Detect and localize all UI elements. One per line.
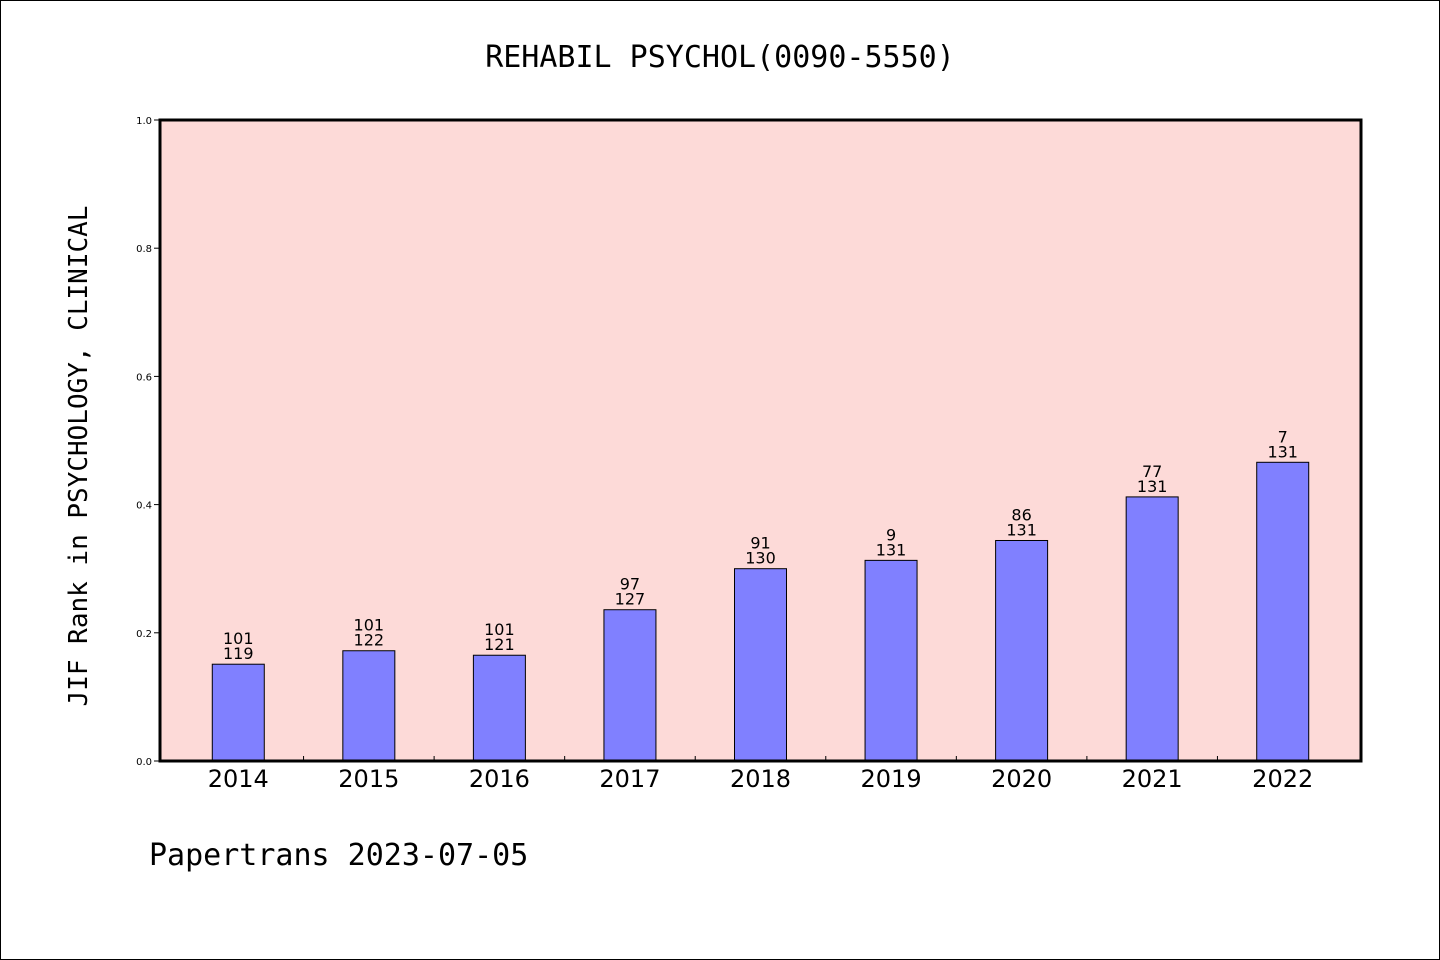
data-labels-group: 1011191011221011219712791130913186131771… xyxy=(223,427,1298,663)
bar-2022 xyxy=(1256,461,1310,762)
y-tick-label: 1.0 xyxy=(136,116,152,127)
x-tick-label: 2014 xyxy=(208,765,269,793)
data-label-total: 121 xyxy=(484,635,515,654)
data-label-total: 122 xyxy=(354,631,385,650)
footer-credit: Papertrans 2023-07-05 xyxy=(149,838,528,873)
data-label-rank: 77 xyxy=(1142,462,1162,481)
x-tick-label: 2022 xyxy=(1252,765,1313,793)
x-tick-label: 2020 xyxy=(991,765,1052,793)
y-axis-ticks: 0.0 0.2 0.4 0.6 0.8 1.0 xyxy=(136,116,160,768)
bar-2019 xyxy=(864,559,918,762)
plot-frame xyxy=(158,118,1363,763)
data-label-total: 130 xyxy=(745,549,776,568)
data-label-total: 131 xyxy=(1006,520,1037,539)
data-label-rank: 101 xyxy=(223,629,254,648)
y-tick-label: 0.4 xyxy=(136,501,152,512)
x-axis-ticks: 2014 2015 2016 2017 2018 2019 2020 2021 2022 xyxy=(208,756,1313,793)
x-tick-label: 2017 xyxy=(599,765,660,793)
data-label-total: 131 xyxy=(1267,442,1298,461)
bar-2016 xyxy=(472,654,526,762)
y-tick-label: 0.0 xyxy=(136,757,152,768)
x-tick-label: 2016 xyxy=(469,765,530,793)
data-label-total: 131 xyxy=(1137,477,1168,496)
bar-2020 xyxy=(995,539,1049,762)
data-label-rank: 9 xyxy=(886,525,896,544)
x-tick-label: 2018 xyxy=(730,765,791,793)
bar-2021 xyxy=(1125,496,1179,762)
data-label-rank: 86 xyxy=(1011,505,1031,524)
bar-2018 xyxy=(734,568,787,762)
data-label-rank: 7 xyxy=(1278,427,1288,446)
x-tick-label: 2021 xyxy=(1122,765,1183,793)
bar-2017 xyxy=(603,609,657,762)
y-tick-label: 0.2 xyxy=(136,629,152,640)
bar-2015 xyxy=(342,650,396,762)
x-tick-label: 2015 xyxy=(338,765,399,793)
bar-2014 xyxy=(211,663,265,762)
x-tick-label: 2019 xyxy=(861,765,922,793)
data-label-rank: 91 xyxy=(750,534,770,553)
data-label-total: 131 xyxy=(876,540,907,559)
y-tick-label: 0.8 xyxy=(136,244,152,255)
data-label-rank: 101 xyxy=(354,616,385,635)
chart-title: REHABIL PSYCHOL(0090-5550) xyxy=(485,40,955,75)
data-label-total: 127 xyxy=(615,590,646,609)
y-axis-label: JIF Rank in PSYCHOLOGY, CLINICAL xyxy=(64,206,94,707)
data-label-rank: 101 xyxy=(484,620,515,639)
bars-group xyxy=(211,461,1310,762)
data-label-total: 119 xyxy=(223,644,254,663)
y-tick-label: 0.6 xyxy=(136,372,152,383)
data-label-rank: 97 xyxy=(620,575,640,594)
